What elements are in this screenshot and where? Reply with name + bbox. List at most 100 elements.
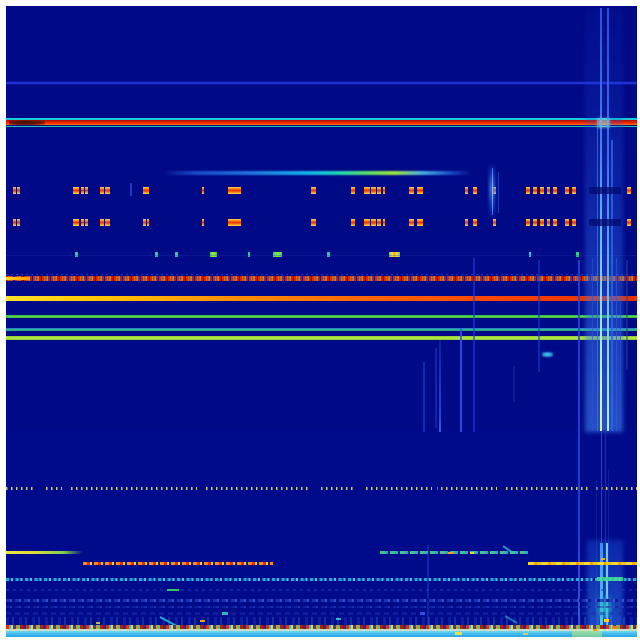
dash-row-lower	[147, 219, 149, 227]
vstreak-line-d	[611, 140, 613, 431]
dash-row-lower	[105, 219, 110, 227]
green-dot-row	[273, 252, 282, 257]
speckle-cyan-line	[6, 577, 637, 582]
dotted-khaki-gap	[432, 487, 437, 491]
dash-row-lower	[473, 219, 477, 227]
vstreak-bright-crossing-red	[597, 117, 610, 128]
dash-row-lower	[81, 219, 84, 227]
dash-yellow-right	[528, 562, 637, 566]
vline-faint-b	[435, 348, 437, 428]
hline-faint-row	[6, 255, 637, 256]
dash-row-lower	[540, 219, 544, 227]
dash-row-upper	[540, 187, 544, 195]
dotted-blue-microline	[6, 273, 637, 275]
green-dot-row	[210, 252, 217, 257]
vline-c	[438, 340, 441, 432]
dotted-khaki-gap	[355, 487, 365, 491]
dash-row-lower	[202, 219, 204, 227]
green-dot-row	[75, 252, 78, 257]
green-dot-row	[155, 252, 158, 257]
cyan-band-fleck-b	[523, 633, 528, 635]
dash-green-mid	[380, 551, 528, 554]
red-band-dark-blob	[9, 120, 45, 125]
dash-row-upper	[351, 187, 355, 195]
green-dot-row	[327, 252, 330, 257]
dash-row-lower	[371, 219, 376, 227]
dotted-red-line	[6, 276, 637, 281]
dash-row-upper	[81, 187, 84, 195]
dash-row-upper	[565, 187, 569, 195]
dotted-khaki-gap	[33, 487, 43, 491]
hline-green	[6, 315, 637, 319]
dash-row-lower	[383, 219, 385, 227]
hline-cyan-above-red	[6, 118, 637, 121]
dash-row-lower	[85, 219, 88, 227]
vstreak-tail-b	[604, 431, 606, 637]
hline-teal-green-thin	[6, 328, 637, 331]
hline-yellow-green	[6, 335, 637, 340]
vline-j	[427, 545, 429, 633]
fleck-yellow	[604, 619, 609, 622]
dash-row-upper	[627, 187, 631, 195]
cyan-blob	[542, 352, 553, 358]
dash-row-lower	[351, 219, 355, 227]
dash-row-lower	[311, 219, 316, 227]
frame-right	[637, 0, 640, 640]
dash-row-lower	[526, 219, 530, 227]
dash-row-upper	[105, 187, 110, 195]
comet-streak	[163, 171, 471, 176]
dash-row-upper	[533, 187, 537, 195]
cyan-band-fleck-a	[455, 632, 462, 635]
hline-teal-below-red	[6, 125, 637, 128]
dotted-khaki-gap	[310, 487, 318, 491]
dash-row-upper	[465, 187, 468, 195]
dash-row-lower	[73, 219, 79, 227]
vline-d	[460, 328, 462, 432]
fleck-noise-c	[336, 618, 341, 620]
dash-row-upper	[311, 187, 316, 195]
vline-tick	[130, 183, 132, 196]
hline-red-band	[6, 120, 637, 125]
dash-row-upper	[553, 187, 557, 195]
dash-row-lower	[547, 219, 550, 227]
fleck-noise-a	[200, 620, 205, 622]
vline-i	[626, 260, 628, 370]
vstreak-dark-crossing-upper	[589, 187, 621, 195]
vflare-side	[497, 172, 499, 213]
fleck-blue	[420, 612, 425, 615]
dash-row-upper	[100, 187, 104, 195]
vstreak-line-f	[619, 300, 621, 431]
dotted-khaki-gap	[588, 487, 593, 491]
vstreak-tail-a	[600, 431, 603, 637]
speckle-green-seg	[597, 577, 623, 582]
dash-row-lower	[409, 219, 414, 227]
vline-h	[577, 260, 580, 637]
dash-row-lower	[493, 219, 496, 227]
rainbow-speckle-line	[6, 625, 637, 629]
speckle-blue-row-b	[6, 606, 637, 609]
dash-row-upper	[526, 187, 530, 195]
faint-dot-row	[6, 589, 637, 592]
dash-row-upper	[228, 187, 241, 195]
dash-row-upper	[417, 187, 423, 195]
fleck-orange	[601, 558, 605, 560]
vstreak-dark-crossing-lower	[589, 219, 621, 227]
dash-row-lower	[565, 219, 569, 227]
dash-row-lower	[627, 219, 631, 227]
vline-f	[513, 366, 515, 402]
speckle-blue-row-a	[6, 599, 637, 603]
dash-row-lower	[13, 219, 16, 227]
sparse-row	[6, 612, 637, 615]
dash-row-upper	[13, 187, 16, 195]
green-dot-row	[248, 252, 250, 257]
dash-row-lower	[228, 219, 241, 227]
green-dot-row	[576, 252, 579, 257]
dash-row-upper	[202, 187, 204, 195]
bg-lower-lighten	[6, 430, 637, 637]
fleck-amber	[593, 629, 597, 631]
dotted-khaki-gap	[197, 487, 204, 491]
fleck-noise-b	[96, 622, 100, 624]
dash-row-upper	[547, 187, 550, 195]
dash-row-upper	[377, 187, 381, 195]
